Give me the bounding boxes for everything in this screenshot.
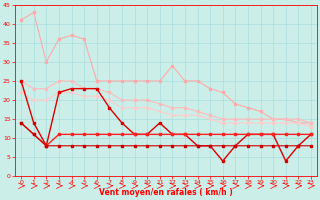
X-axis label: Vent moyen/en rafales ( km/h ): Vent moyen/en rafales ( km/h ) [99, 188, 233, 197]
